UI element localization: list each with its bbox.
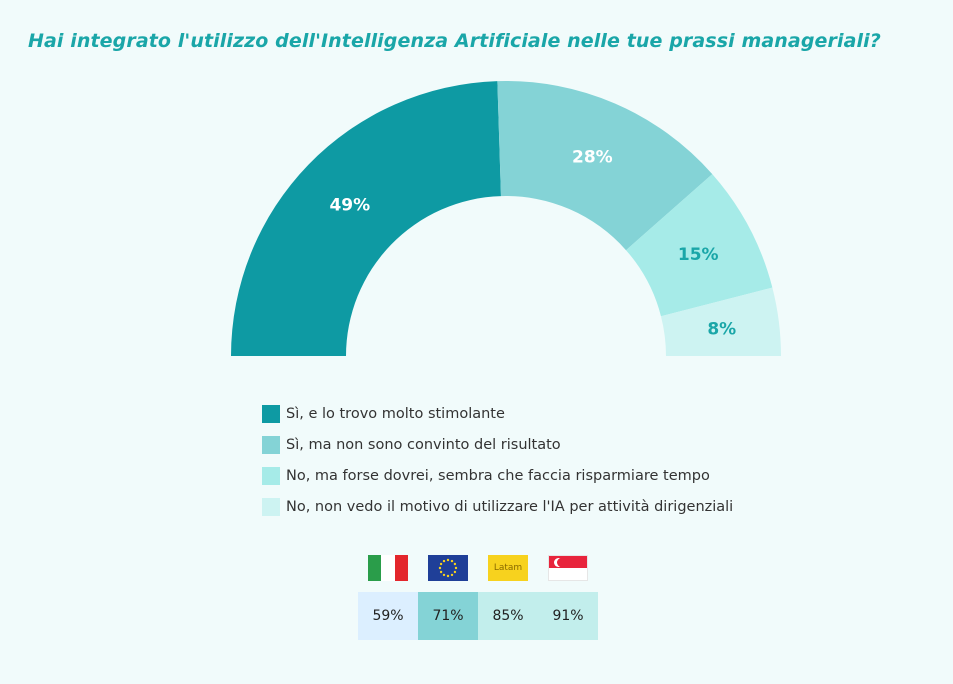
legend: Sì, e lo trovo molto stimolante Sì, ma n… xyxy=(262,404,733,528)
region-value-eu: 71% xyxy=(418,592,478,640)
flag-row: Latam xyxy=(358,553,598,583)
legend-label-1: Sì, ma non sono convinto del risultato xyxy=(286,437,561,453)
legend-label-2: No, ma forse dovrei, sembra che faccia r… xyxy=(286,468,710,484)
eu-star xyxy=(442,559,446,563)
slice-label-2: 15% xyxy=(678,245,719,265)
slice-label-1: 28% xyxy=(572,147,613,167)
eu-star xyxy=(438,566,442,570)
latam-flag-icon: Latam xyxy=(488,555,528,581)
slice-label-0: 49% xyxy=(329,196,370,216)
region-value-singapore: 91% xyxy=(538,592,598,640)
legend-item-0: Sì, e lo trovo molto stimolante xyxy=(262,404,733,424)
slice-3 xyxy=(660,287,781,356)
italy-flag-icon xyxy=(368,555,408,581)
eu-star xyxy=(446,558,450,562)
latam-flag-label: Latam xyxy=(493,563,523,573)
legend-item-1: Sì, ma non sono convinto del risultato xyxy=(262,435,733,455)
eu-star xyxy=(450,573,454,577)
eu-star xyxy=(439,570,443,574)
legend-swatch-3 xyxy=(262,498,280,516)
region-value-italy: 59% xyxy=(358,592,418,640)
eu-star xyxy=(439,562,443,566)
eu-star xyxy=(453,562,457,566)
eu-star xyxy=(450,559,454,563)
eu-star xyxy=(454,566,458,570)
legend-item-3: No, non vedo il motivo di utilizzare l'I… xyxy=(262,497,733,517)
slice-0 xyxy=(231,81,501,357)
eu-star xyxy=(453,570,457,574)
eu-flag-icon xyxy=(428,555,468,581)
region-comparison-table: Latam 59% 71% 85% 91% xyxy=(358,553,598,640)
chart-title: Hai integrato l'utilizzo dell'Intelligen… xyxy=(28,30,881,52)
singapore-flag-icon xyxy=(548,555,588,581)
legend-swatch-1 xyxy=(262,436,280,454)
slice-1 xyxy=(497,81,713,251)
legend-label-0: Sì, e lo trovo molto stimolante xyxy=(286,406,505,422)
slice-2 xyxy=(626,174,773,317)
value-row: 59% 71% 85% 91% xyxy=(358,592,598,640)
eu-star xyxy=(442,573,446,577)
slice-label-3: 8% xyxy=(707,320,736,340)
eu-star xyxy=(446,574,450,578)
legend-label-3: No, non vedo il motivo di utilizzare l'I… xyxy=(286,499,734,515)
legend-swatch-2 xyxy=(262,467,280,485)
legend-item-2: No, ma forse dovrei, sembra che faccia r… xyxy=(262,466,733,486)
eu-stars-icon xyxy=(438,558,458,578)
region-value-latam: 85% xyxy=(478,592,538,640)
legend-swatch-0 xyxy=(262,405,280,423)
